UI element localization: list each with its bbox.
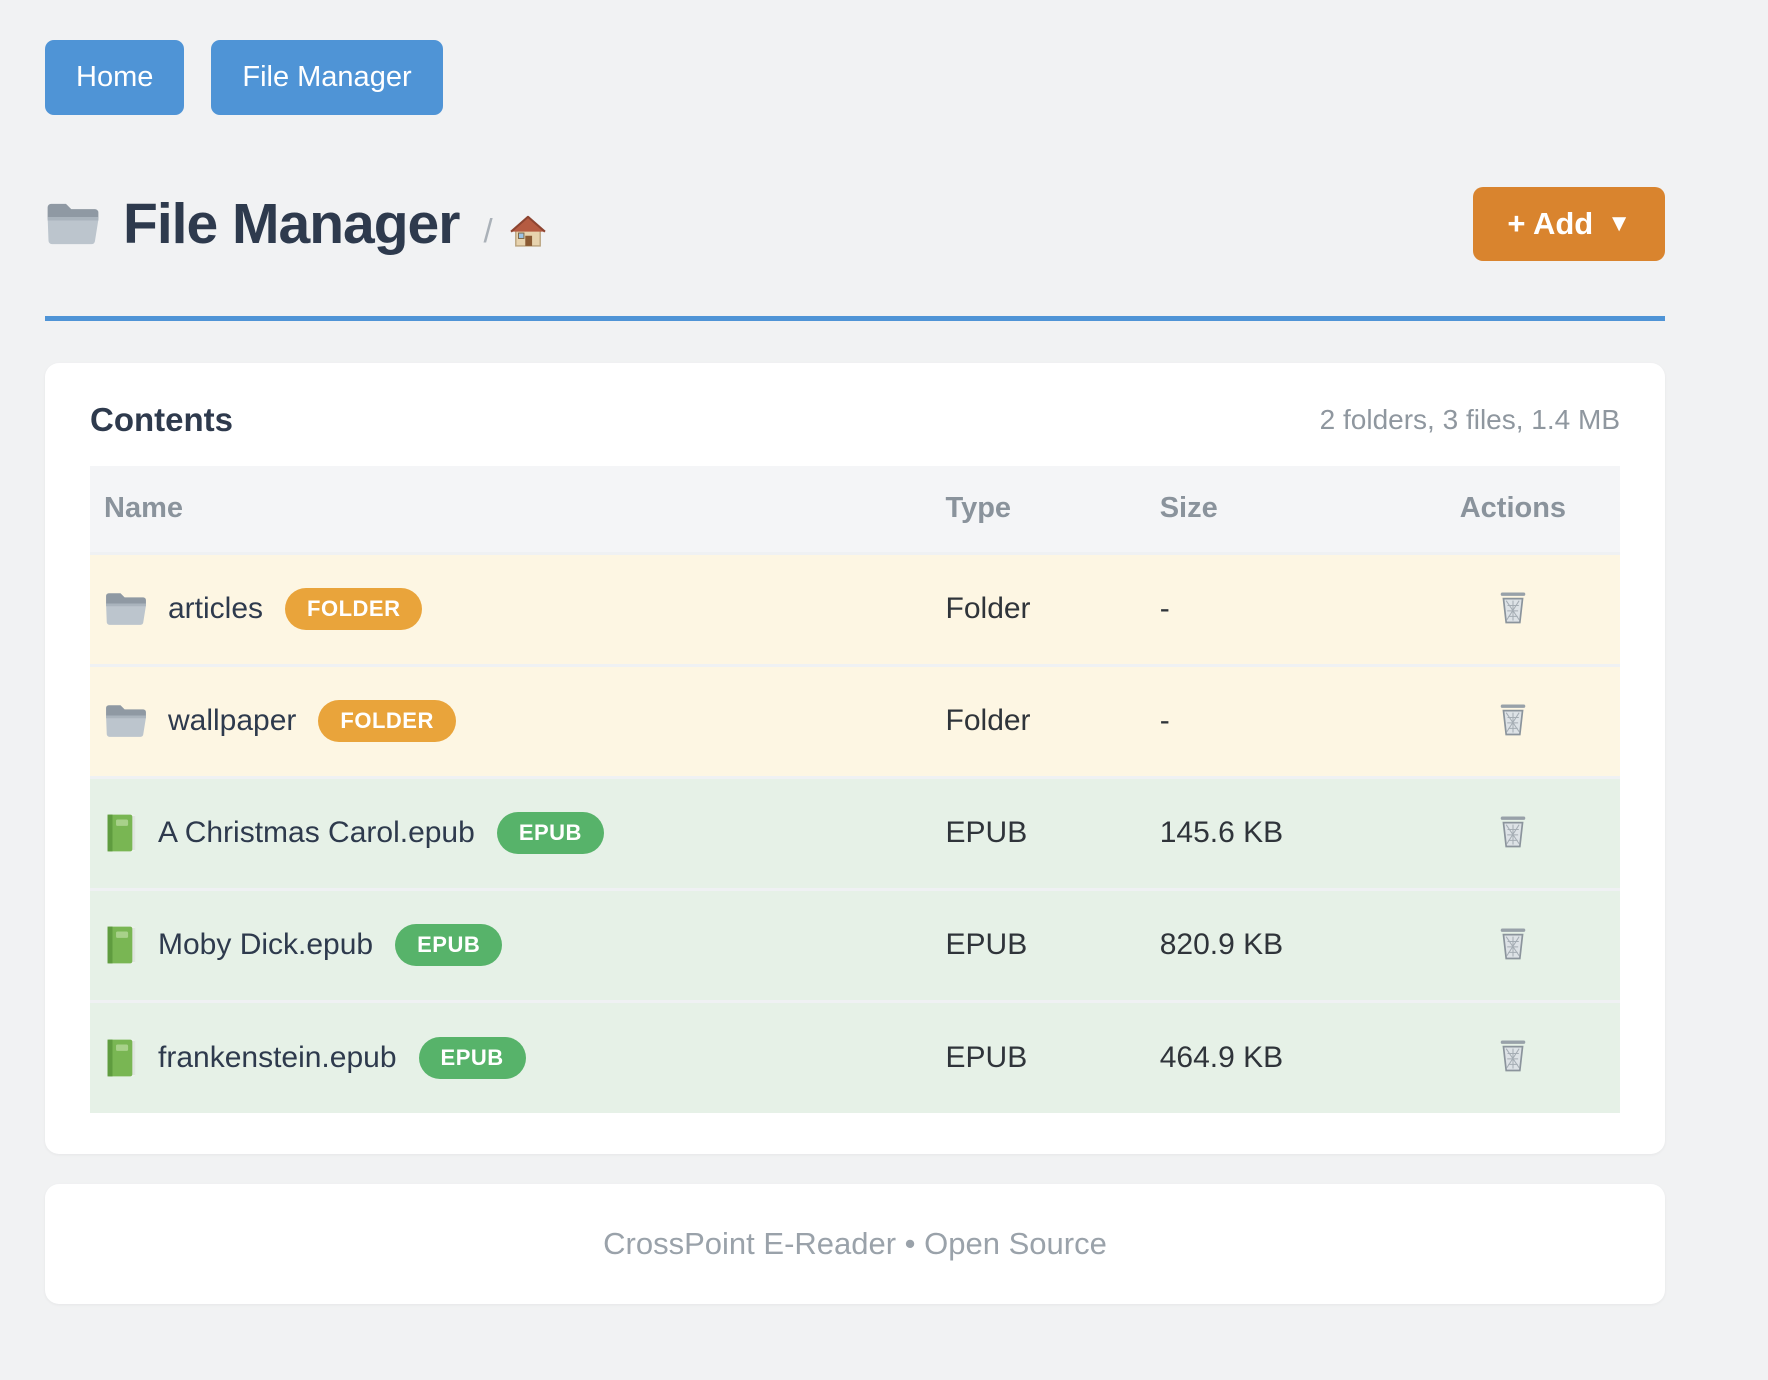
folder-icon: [104, 701, 148, 741]
name-cell: wallpaper FOLDER: [90, 665, 932, 777]
contents-table: Name Type Size Actions articles FOLDER F…: [90, 466, 1620, 1113]
breadcrumb-separator: /: [483, 212, 492, 250]
table-body: articles FOLDER Folder - wallpaper FOLDE…: [90, 553, 1620, 1113]
folder-icon: [104, 589, 148, 629]
file-name[interactable]: articles: [168, 592, 263, 626]
type-badge: EPUB: [497, 812, 604, 854]
file-name[interactable]: Moby Dick.epub: [158, 928, 373, 962]
accent-divider: [45, 316, 1665, 321]
folder-icon: [45, 199, 101, 249]
type-badge: EPUB: [395, 924, 502, 966]
size-cell: -: [1146, 665, 1406, 777]
delete-button[interactable]: [1494, 697, 1532, 742]
size-cell: 464.9 KB: [1146, 1001, 1406, 1113]
caret-down-icon: ▼: [1607, 210, 1631, 238]
book-icon: [104, 813, 138, 853]
file-name[interactable]: frankenstein.epub: [158, 1041, 397, 1075]
name-cell: articles FOLDER: [90, 553, 932, 665]
folder-icon: [104, 701, 148, 741]
file-manager-button[interactable]: File Manager: [211, 40, 442, 115]
actions-cell: [1406, 665, 1620, 777]
actions-cell: [1406, 777, 1620, 889]
book-icon: [104, 925, 138, 965]
footer-text: CrossPoint E-Reader • Open Source: [603, 1226, 1107, 1262]
book-icon: [104, 1038, 138, 1078]
add-button-label: + Add: [1507, 206, 1593, 242]
file-name[interactable]: wallpaper: [168, 704, 296, 738]
actions-cell: [1406, 553, 1620, 665]
column-header-name: Name: [90, 466, 932, 553]
book-icon: [104, 813, 138, 853]
table-row: Moby Dick.epub EPUB EPUB 820.9 KB: [90, 889, 1620, 1001]
add-button[interactable]: + Add ▼: [1473, 187, 1665, 261]
type-cell: EPUB: [932, 777, 1146, 889]
book-icon: [104, 1038, 138, 1078]
page-header: File Manager / + Add ▼: [45, 187, 1665, 261]
table-row: wallpaper FOLDER Folder -: [90, 665, 1620, 777]
table-row: frankenstein.epub EPUB EPUB 464.9 KB: [90, 1001, 1620, 1113]
type-badge: FOLDER: [318, 700, 455, 742]
contents-header: Contents 2 folders, 3 files, 1.4 MB: [90, 401, 1620, 439]
name-cell: Moby Dick.epub EPUB: [90, 889, 932, 1001]
top-nav: Home File Manager: [45, 0, 1665, 115]
home-button[interactable]: Home: [45, 40, 184, 115]
page-title: File Manager: [123, 191, 459, 257]
type-badge: FOLDER: [285, 588, 422, 630]
column-header-actions: Actions: [1406, 466, 1620, 553]
name-cell: A Christmas Carol.epub EPUB: [90, 777, 932, 889]
type-cell: Folder: [932, 553, 1146, 665]
size-cell: 145.6 KB: [1146, 777, 1406, 889]
contents-title: Contents: [90, 401, 233, 439]
trash-icon: [1498, 925, 1528, 962]
actions-cell: [1406, 1001, 1620, 1113]
delete-button[interactable]: [1494, 809, 1532, 854]
size-cell: -: [1146, 553, 1406, 665]
size-cell: 820.9 KB: [1146, 889, 1406, 1001]
table-row: A Christmas Carol.epub EPUB EPUB 145.6 K…: [90, 777, 1620, 889]
trash-icon: [1498, 813, 1528, 850]
actions-cell: [1406, 889, 1620, 1001]
page-container: Home File Manager File Manager /: [45, 0, 1665, 1304]
delete-button[interactable]: [1494, 585, 1532, 630]
column-header-type: Type: [932, 466, 1146, 553]
name-cell: frankenstein.epub EPUB: [90, 1001, 932, 1113]
folder-icon: [104, 589, 148, 629]
contents-summary: 2 folders, 3 files, 1.4 MB: [1320, 404, 1620, 436]
delete-button[interactable]: [1494, 921, 1532, 966]
delete-button[interactable]: [1494, 1033, 1532, 1078]
home-icon[interactable]: [509, 213, 547, 249]
table-head: Name Type Size Actions: [90, 466, 1620, 553]
type-cell: EPUB: [932, 889, 1146, 1001]
contents-card: Contents 2 folders, 3 files, 1.4 MB Name…: [45, 363, 1665, 1154]
trash-icon: [1498, 1037, 1528, 1074]
footer: CrossPoint E-Reader • Open Source: [45, 1184, 1665, 1304]
column-header-size: Size: [1146, 466, 1406, 553]
breadcrumb: /: [483, 212, 546, 250]
table-row: articles FOLDER Folder -: [90, 553, 1620, 665]
trash-icon: [1498, 589, 1528, 626]
trash-icon: [1498, 701, 1528, 738]
type-cell: Folder: [932, 665, 1146, 777]
file-name[interactable]: A Christmas Carol.epub: [158, 816, 475, 850]
book-icon: [104, 925, 138, 965]
type-cell: EPUB: [932, 1001, 1146, 1113]
type-badge: EPUB: [419, 1037, 526, 1079]
